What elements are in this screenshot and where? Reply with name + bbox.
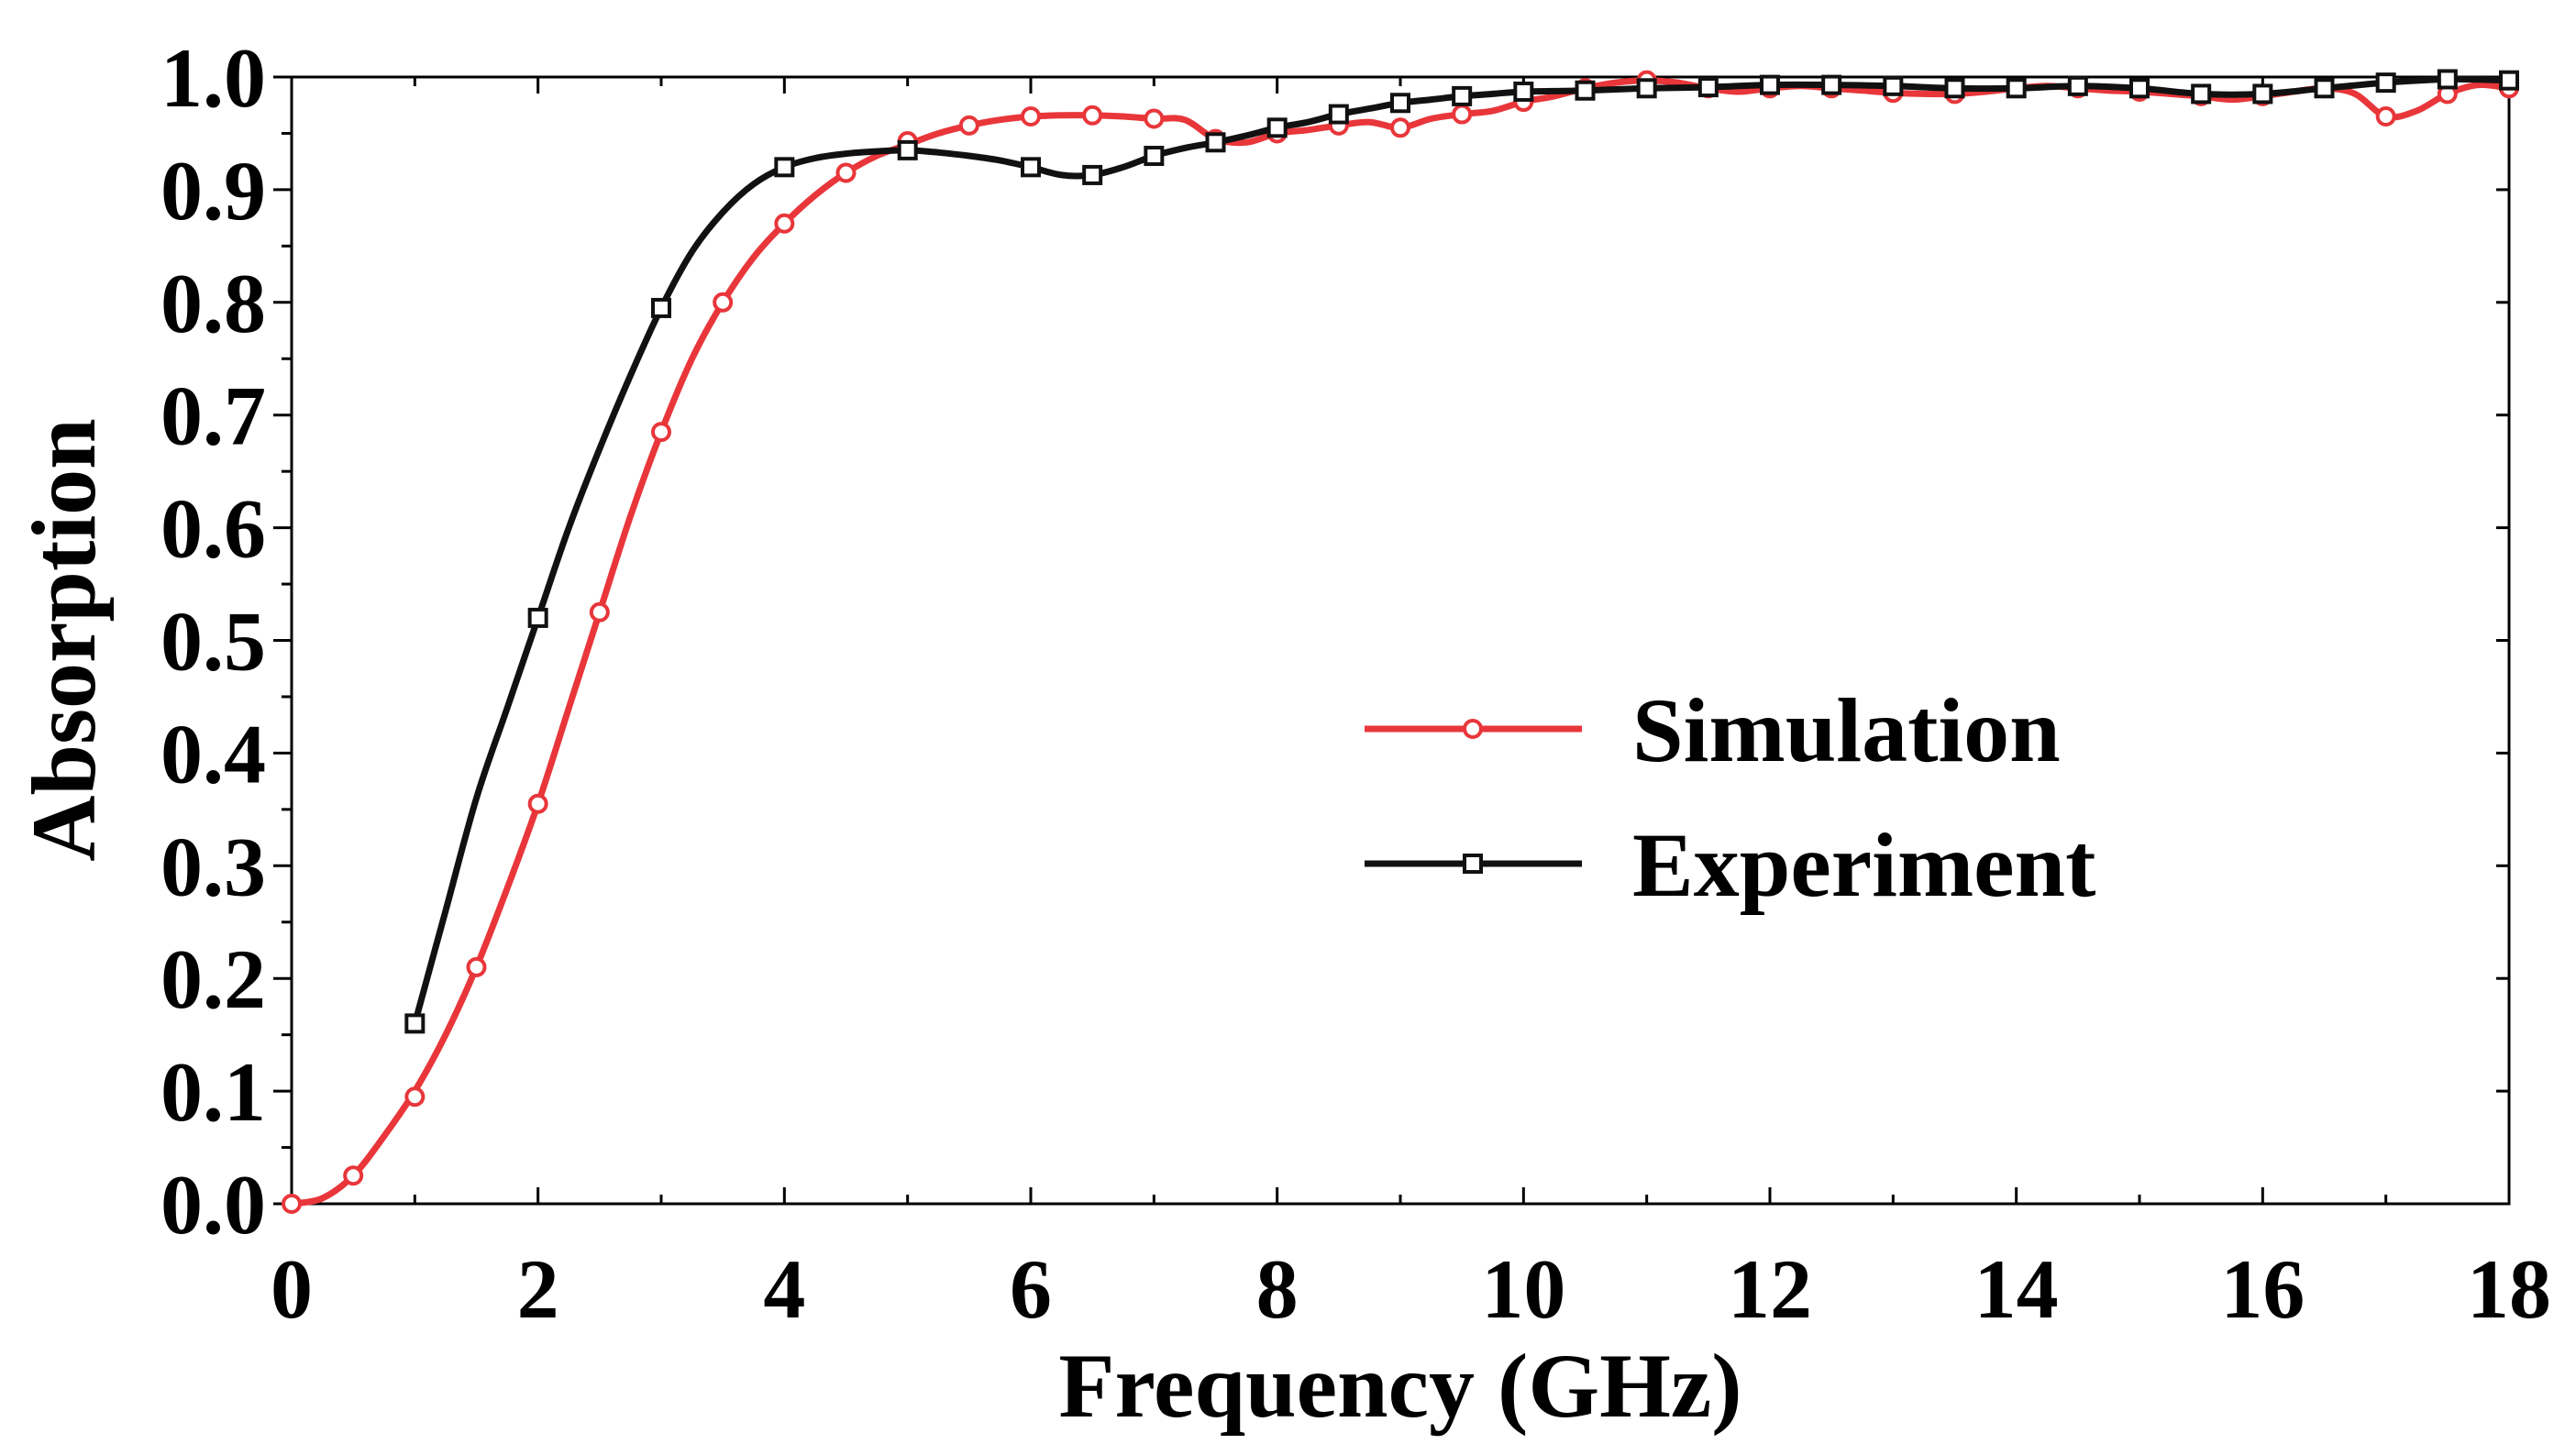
- data-point-experiment: [2314, 78, 2335, 99]
- data-point-simulation: [774, 213, 795, 234]
- legend-experiment-label: Experiment: [1632, 814, 2095, 916]
- data-point-simulation: [651, 422, 671, 443]
- y-tick-label: 0.1: [160, 1045, 266, 1139]
- data-point-simulation: [466, 956, 487, 977]
- y-tick-label: 0.2: [160, 932, 266, 1026]
- data-point-experiment: [404, 1013, 426, 1034]
- data-point-experiment: [1082, 164, 1103, 185]
- data-point-experiment: [774, 157, 795, 178]
- legend: Simulation Experiment: [1365, 679, 2095, 916]
- data-point-experiment: [1697, 77, 1719, 98]
- data-point-simulation: [713, 292, 734, 313]
- x-axis-label: Frequency (GHz): [1058, 1335, 1741, 1437]
- x-tick-label: 10: [1481, 1242, 1565, 1336]
- data-point-simulation: [1082, 105, 1103, 126]
- x-tick-label: 18: [2467, 1242, 2551, 1336]
- x-tick-label: 14: [1974, 1242, 2059, 1336]
- y-tick-label: 0.3: [160, 820, 266, 913]
- data-point-experiment: [527, 607, 548, 628]
- data-point-experiment: [1328, 104, 1349, 125]
- data-point-experiment: [1883, 75, 1904, 96]
- axis-ticks: [273, 75, 2511, 1206]
- legend-simulation-marker: [1463, 719, 1483, 739]
- x-tick-label: 4: [763, 1242, 805, 1336]
- data-point-experiment: [2006, 78, 2027, 99]
- y-tick-labels: 0.0 0.1 0.2 0.3 0.4 0.5 0.6 0.7 0.8 0.9 1.0: [160, 31, 266, 1251]
- data-point-simulation: [2375, 106, 2396, 127]
- data-point-experiment: [1821, 74, 1842, 95]
- data-point-experiment: [2067, 75, 2088, 96]
- data-point-simulation: [1390, 117, 1410, 138]
- data-point-simulation: [1021, 106, 1041, 127]
- legend-item-experiment: Experiment: [1365, 814, 2095, 916]
- y-axis-label: Absorption: [13, 418, 115, 861]
- legend-simulation-label: Simulation: [1632, 679, 2061, 781]
- y-tick-label: 0.9: [160, 144, 266, 237]
- data-point-experiment: [2375, 72, 2396, 94]
- data-point-experiment: [1266, 117, 1288, 138]
- y-tick-label: 0.6: [160, 482, 266, 576]
- series-line-experiment: [411, 75, 2510, 1025]
- data-point-experiment: [1021, 157, 1041, 178]
- data-point-simulation: [1452, 104, 1473, 125]
- y-tick-label: 0.8: [160, 257, 266, 350]
- data-point-experiment: [2191, 83, 2212, 105]
- data-point-experiment: [2129, 78, 2150, 99]
- x-tick-label: 2: [517, 1242, 559, 1336]
- y-tick-label: 1.0: [160, 31, 266, 125]
- data-point-experiment: [1944, 78, 1965, 99]
- series-line-simulation: [291, 77, 2510, 1207]
- data-point-simulation: [527, 793, 548, 814]
- data-point-experiment: [897, 139, 918, 160]
- data-point-simulation: [404, 1086, 426, 1108]
- legend-item-simulation: Simulation: [1365, 679, 2061, 781]
- data-point-simulation: [958, 115, 979, 136]
- data-point-experiment: [651, 297, 671, 318]
- data-point-simulation: [343, 1165, 364, 1186]
- data-point-experiment: [2499, 70, 2519, 91]
- y-tick-label: 0.0: [160, 1158, 266, 1251]
- x-tick-label: 16: [2220, 1242, 2305, 1336]
- data-point-simulation: [589, 601, 610, 623]
- data-point-simulation: [1144, 108, 1165, 129]
- series-simulation: [282, 70, 2519, 1214]
- data-point-experiment: [2252, 83, 2273, 105]
- x-tick-label: 0: [271, 1242, 313, 1336]
- x-tick-label: 8: [1256, 1242, 1299, 1336]
- data-point-experiment: [1452, 85, 1473, 106]
- data-point-experiment: [1575, 80, 1596, 101]
- series-experiment: [404, 69, 2519, 1034]
- data-point-experiment: [1760, 74, 1780, 95]
- data-point-experiment: [2437, 69, 2458, 90]
- data-point-experiment: [1513, 81, 1534, 102]
- data-point-simulation: [282, 1194, 302, 1214]
- legend-experiment-marker: [1463, 854, 1483, 874]
- x-tick-labels: 0 2 4 6 8 10 12 14 16 18: [271, 1242, 2551, 1336]
- data-point-experiment: [1636, 78, 1657, 99]
- data-point-experiment: [1390, 93, 1410, 114]
- series-layer: [282, 69, 2519, 1214]
- x-tick-label: 6: [1010, 1242, 1052, 1336]
- y-tick-label: 0.5: [160, 595, 266, 689]
- x-tick-label: 12: [1728, 1242, 1812, 1336]
- data-point-experiment: [1144, 146, 1165, 167]
- y-tick-label: 0.7: [160, 369, 266, 463]
- data-point-experiment: [1205, 132, 1226, 153]
- data-point-simulation: [835, 162, 857, 183]
- y-tick-label: 0.4: [160, 707, 266, 800]
- plot-frame: [290, 75, 2511, 1206]
